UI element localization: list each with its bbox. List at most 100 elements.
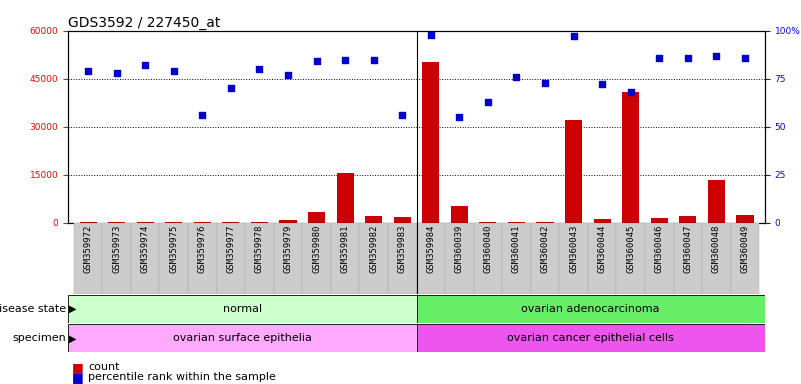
Point [111,70,123,76]
Text: GSM360049: GSM360049 [740,225,750,273]
Bar [650,218,668,223]
Point [224,85,237,91]
Point [481,99,494,105]
Text: ■: ■ [72,361,84,374]
Text: GSM359981: GSM359981 [340,225,349,273]
Bar [103,223,131,294]
Bar [594,219,610,223]
Bar [417,295,765,323]
Text: GSM359972: GSM359972 [83,225,93,273]
Bar [445,223,473,294]
Text: GDS3592 / 227450_at: GDS3592 / 227450_at [68,16,220,30]
Point [310,58,323,65]
Bar [360,223,388,294]
Bar [451,206,468,223]
Point [653,55,666,61]
Bar [216,223,245,294]
Bar [280,220,296,223]
Text: ovarian surface epithelia: ovarian surface epithelia [173,333,312,343]
Text: GSM360044: GSM360044 [598,225,606,273]
Point [167,68,180,74]
Point [282,72,295,78]
Bar [68,295,417,323]
Bar [674,223,702,294]
Text: GSM359977: GSM359977 [227,225,235,273]
Bar [308,212,325,223]
Point [425,31,437,38]
Point [396,112,409,118]
Bar [559,223,588,294]
Point [368,56,380,63]
Text: GSM360043: GSM360043 [569,225,578,273]
Bar [736,215,754,223]
Text: ▶: ▶ [69,333,76,343]
Text: GSM360040: GSM360040 [484,225,493,273]
Bar [417,324,765,352]
Text: count: count [88,362,119,372]
Point [739,55,751,61]
Bar [473,223,502,294]
Bar [708,180,725,223]
Text: percentile rank within the sample: percentile rank within the sample [88,372,276,382]
Text: ■: ■ [72,371,84,384]
Point [567,33,580,40]
Point [682,55,694,61]
Point [196,112,209,118]
Bar [274,223,302,294]
Bar [251,222,268,223]
Text: GSM359976: GSM359976 [198,225,207,273]
Text: normal: normal [223,304,262,314]
Text: GSM360046: GSM360046 [654,225,664,273]
Bar [137,222,154,223]
Point [624,89,637,95]
Bar [502,223,531,294]
Bar [365,216,382,223]
Bar [159,223,188,294]
Text: GSM359982: GSM359982 [369,225,378,273]
Bar [393,217,411,223]
Bar [68,324,417,352]
Bar [702,223,731,294]
Text: GSM360041: GSM360041 [512,225,521,273]
Bar [679,216,696,223]
Text: GSM360045: GSM360045 [626,225,635,273]
Text: GSM359973: GSM359973 [112,225,121,273]
Text: GSM360042: GSM360042 [541,225,549,273]
Bar [331,223,360,294]
Bar [336,173,354,223]
Text: disease state: disease state [0,304,66,314]
Text: GSM359984: GSM359984 [426,225,435,273]
Text: GSM360039: GSM360039 [455,225,464,273]
Text: GSM359978: GSM359978 [255,225,264,273]
Bar [479,222,497,223]
Bar [622,91,639,223]
Bar [79,222,97,223]
Bar [645,223,674,294]
Bar [188,223,216,294]
Bar [508,222,525,223]
Text: GSM359979: GSM359979 [284,225,292,273]
Bar [417,223,445,294]
Bar [531,223,559,294]
Bar [302,223,331,294]
Point [253,66,266,72]
Bar [617,223,645,294]
Text: GSM359975: GSM359975 [169,225,179,273]
Point [339,56,352,63]
Bar [74,223,103,294]
Point [510,74,523,80]
Bar [223,222,239,223]
Text: ▶: ▶ [69,304,76,314]
Text: GSM359983: GSM359983 [398,225,407,273]
Bar [131,223,159,294]
Text: GSM359980: GSM359980 [312,225,321,273]
Bar [388,223,417,294]
Bar [588,223,617,294]
Point [82,68,95,74]
Point [538,79,551,86]
Text: specimen: specimen [13,333,66,343]
Point [453,114,465,120]
Bar [245,223,274,294]
Text: ovarian cancer epithelial cells: ovarian cancer epithelial cells [507,333,674,343]
Text: GSM360047: GSM360047 [683,225,692,273]
